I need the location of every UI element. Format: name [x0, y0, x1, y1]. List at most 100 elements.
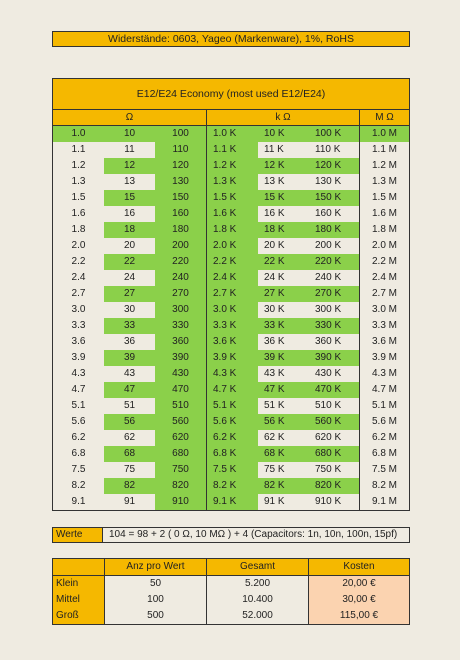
- table-row: 1.6 16 160 1.6 K 16 K 160 K 1.6 M: [53, 206, 409, 222]
- cost-total: 5.200: [207, 576, 309, 592]
- cell-kohm-unit: 4.3 K: [207, 366, 258, 382]
- cell-kohm-ten: 91 K: [264, 496, 285, 507]
- cell-kohm-ten: 27 K: [258, 286, 309, 302]
- cell-ohm-ten: 22: [104, 254, 155, 270]
- cost-header-price: Kosten: [343, 561, 375, 572]
- cell-ohm-unit: 3.9: [71, 352, 86, 363]
- cell-kohm-unit: 1.3 K: [207, 174, 258, 190]
- cell-ohm-unit: 2.0: [71, 240, 86, 251]
- cell-mohm-unit: 6.8 M: [371, 448, 397, 459]
- table-row: 1.0 10 100 1.0 K 10 K 100 K 1.0 M: [53, 126, 409, 142]
- cell-mohm-unit: 5.6 M: [371, 416, 397, 427]
- cell-ohm-hundred: 560: [155, 414, 207, 430]
- cell-ohm-hundred: 300: [155, 302, 207, 318]
- table-row: 4.7 47 470 4.7 K 47 K 470 K 4.7 M: [53, 382, 409, 398]
- cell-ohm-ten: 18: [104, 222, 155, 238]
- resistor-table: E12/E24 Economy (most used E12/E24) Ω k …: [52, 78, 410, 511]
- cell-ohm-ten: 47: [104, 382, 155, 398]
- table-row: 1.3 13 130 1.3 K 13 K 130 K 1.3 M: [53, 174, 409, 190]
- cell-kohm-hundred: 160 K: [309, 206, 360, 222]
- cell-ohm-ten: 15: [104, 190, 155, 206]
- cell-ohm-hundred: 620: [155, 430, 207, 446]
- table-row: 6.8 68 680 6.8 K 68 K 680 K 6.8 M: [53, 446, 409, 462]
- cell-mohm-unit: 3.3 M: [371, 320, 397, 331]
- cell-kohm-unit: 1.0 K: [207, 126, 258, 142]
- cell-ohm-unit: 6.8: [71, 448, 86, 459]
- header-kohm: k Ω: [207, 110, 360, 125]
- cost-row: Klein 50 5.200 20,00 €: [53, 576, 409, 592]
- cell-mohm-unit: 5.1 M: [371, 400, 397, 411]
- cell-kohm-unit: 3.6 K: [207, 334, 258, 350]
- cell-kohm-unit: 5.6 K: [207, 414, 258, 430]
- cell-ohm-hundred: 180: [155, 222, 207, 238]
- cost-header-blank: [53, 559, 105, 575]
- cell-mohm-unit: 1.5 M: [371, 192, 397, 203]
- cell-mohm-unit: 2.0 M: [371, 240, 397, 251]
- cell-kohm-hundred: 510 K: [309, 398, 360, 414]
- cell-kohm-hundred: 220 K: [309, 254, 360, 270]
- cell-kohm-hundred: 680 K: [309, 446, 360, 462]
- cell-kohm-ten: 18 K: [258, 222, 309, 238]
- table-header-row: Ω k Ω M Ω: [53, 110, 409, 126]
- cell-ohm-ten: 11: [124, 144, 135, 155]
- cell-ohm-unit: 1.5: [71, 192, 86, 203]
- values-text: 104 = 98 + 2 ( 0 Ω, 10 MΩ ) + 4 (Capacit…: [103, 528, 409, 542]
- cost-size: Groß: [53, 608, 105, 624]
- table-row: 2.7 27 270 2.7 K 27 K 270 K 2.7 M: [53, 286, 409, 302]
- cell-ohm-unit: 1.8: [71, 224, 86, 235]
- cell-kohm-ten: 43 K: [264, 368, 285, 379]
- cell-ohm-hundred: 110: [155, 142, 207, 158]
- header-mohm: M Ω: [375, 112, 394, 123]
- cell-kohm-unit: 2.0 K: [207, 238, 258, 254]
- cost-qty: 500: [105, 608, 207, 624]
- cell-kohm-hundred: 470 K: [309, 382, 360, 398]
- cell-kohm-ten: 30 K: [264, 304, 285, 315]
- cell-kohm-hundred: 560 K: [309, 414, 360, 430]
- cell-kohm-hundred: 100 K: [309, 126, 360, 142]
- cell-ohm-hundred: 470: [155, 382, 207, 398]
- cell-ohm-hundred: 680: [155, 446, 207, 462]
- cell-ohm-unit: 8.2: [71, 480, 86, 491]
- cell-ohm-ten: 39: [104, 350, 155, 366]
- cell-mohm-unit: 1.3 M: [371, 176, 397, 187]
- table-row: 9.1 91 910 9.1 K 91 K 910 K 9.1 M: [53, 494, 409, 510]
- cell-ohm-ten: 91: [123, 496, 136, 507]
- cell-kohm-unit: 1.1 K: [207, 142, 258, 158]
- cell-ohm-unit: 3.6: [71, 336, 86, 347]
- table-row: 3.9 39 390 3.9 K 39 K 390 K 3.9 M: [53, 350, 409, 366]
- cell-ohm-unit: 3.3: [71, 320, 86, 331]
- table-row: 1.5 15 150 1.5 K 15 K 150 K 1.5 M: [53, 190, 409, 206]
- cell-mohm-unit: 3.0 M: [371, 304, 397, 315]
- cost-row: Groß 500 52.000 115,00 €: [53, 608, 409, 624]
- cell-ohm-hundred: 430: [155, 366, 207, 382]
- cell-ohm-ten: 33: [104, 318, 155, 334]
- cell-kohm-hundred: 330 K: [309, 318, 360, 334]
- cell-mohm-unit: 2.2 M: [371, 256, 397, 267]
- cell-ohm-ten: 62: [123, 432, 136, 443]
- cell-ohm-unit: 1.6: [71, 208, 86, 219]
- cell-kohm-unit: 7.5 K: [207, 462, 258, 478]
- cell-kohm-unit: 6.8 K: [207, 446, 258, 462]
- cell-ohm-hundred: 130: [155, 174, 207, 190]
- cell-ohm-unit: 2.4: [71, 272, 86, 283]
- cell-ohm-ten: 24: [123, 272, 136, 283]
- cell-kohm-unit: 2.2 K: [207, 254, 258, 270]
- cell-kohm-hundred: 130 K: [309, 174, 360, 190]
- cell-ohm-ten: 82: [104, 478, 155, 494]
- cost-qty: 50: [105, 576, 207, 592]
- cell-ohm-unit: 1.0: [53, 126, 104, 142]
- cell-kohm-hundred: 240 K: [309, 270, 360, 286]
- cell-ohm-ten: 16: [123, 208, 136, 219]
- cell-ohm-unit: 5.6: [71, 416, 86, 427]
- cell-kohm-hundred: 620 K: [309, 430, 360, 446]
- table-row: 5.1 51 510 5.1 K 51 K 510 K 5.1 M: [53, 398, 409, 414]
- cell-ohm-hundred: 240: [155, 270, 207, 286]
- cell-ohm-hundred: 360: [155, 334, 207, 350]
- title-banner: Widerstände: 0603, Yageo (Markenware), 1…: [52, 31, 410, 47]
- cell-mohm-unit: 9.1 M: [371, 496, 397, 507]
- cell-ohm-unit: 1.2: [71, 160, 86, 171]
- cell-mohm-unit: 2.7 M: [371, 288, 397, 299]
- cell-ohm-unit: 1.1: [71, 144, 86, 155]
- cell-kohm-ten: 20 K: [264, 240, 285, 251]
- cost-price: 115,00 €: [309, 608, 409, 624]
